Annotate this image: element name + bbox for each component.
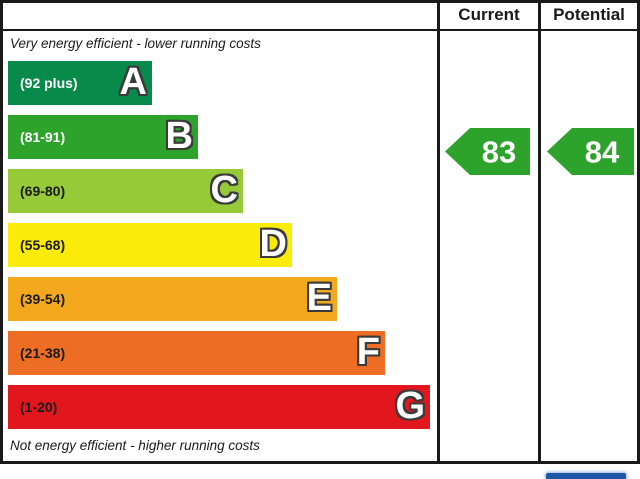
band-c-letter: C [210, 169, 238, 212]
band-c: (69-80) C [8, 169, 243, 213]
band-f: (21-38) F [8, 331, 385, 375]
band-e: (39-54) E [8, 277, 337, 321]
band-d-range-label: (55-68) [20, 237, 66, 253]
band-a-letter: A [119, 61, 147, 104]
current-column-header: Current [458, 5, 520, 24]
top-caption: Very energy efficient - lower running co… [10, 36, 261, 51]
table-left-border [0, 0, 3, 464]
table-right-border [637, 0, 640, 464]
band-d-letter: D [259, 223, 287, 266]
potential-arrow-shape [547, 128, 634, 175]
table-bottom-border [0, 461, 640, 464]
band-d: (55-68) D [8, 223, 292, 267]
band-f-range-label: (21-38) [20, 345, 66, 361]
band-f-letter: F [356, 331, 380, 374]
band-a-range-label: (92 plus) [20, 75, 78, 91]
current-column-divider [437, 0, 440, 464]
potential-column-header: Potential [553, 5, 625, 24]
band-e-range-label: (39-54) [20, 291, 66, 307]
band-g-range-label: (1-20) [20, 399, 58, 415]
band-b-range-label: (81-91) [20, 129, 66, 145]
band-e-letter: E [306, 277, 332, 320]
band-g-letter: G [395, 385, 425, 428]
potential-rating-value: 84 [585, 135, 620, 170]
current-rating-value: 83 [482, 135, 516, 170]
band-a: (92 plus) A [8, 61, 152, 105]
current-arrow-shape [445, 128, 530, 175]
potential-rating-arrow: 84 [547, 128, 634, 175]
bottom-caption: Not energy efficient - higher running co… [10, 438, 260, 453]
eu-directive-box-partial [546, 473, 626, 479]
band-c-range-label: (69-80) [20, 183, 66, 199]
potential-column-divider [538, 0, 541, 464]
band-g: (1-20) G [8, 385, 430, 429]
header-divider-line [0, 29, 640, 31]
band-b-letter: B [165, 115, 193, 158]
table-top-border [0, 0, 640, 3]
band-b: (81-91) B [8, 115, 198, 159]
current-rating-arrow: 83 [445, 128, 530, 175]
